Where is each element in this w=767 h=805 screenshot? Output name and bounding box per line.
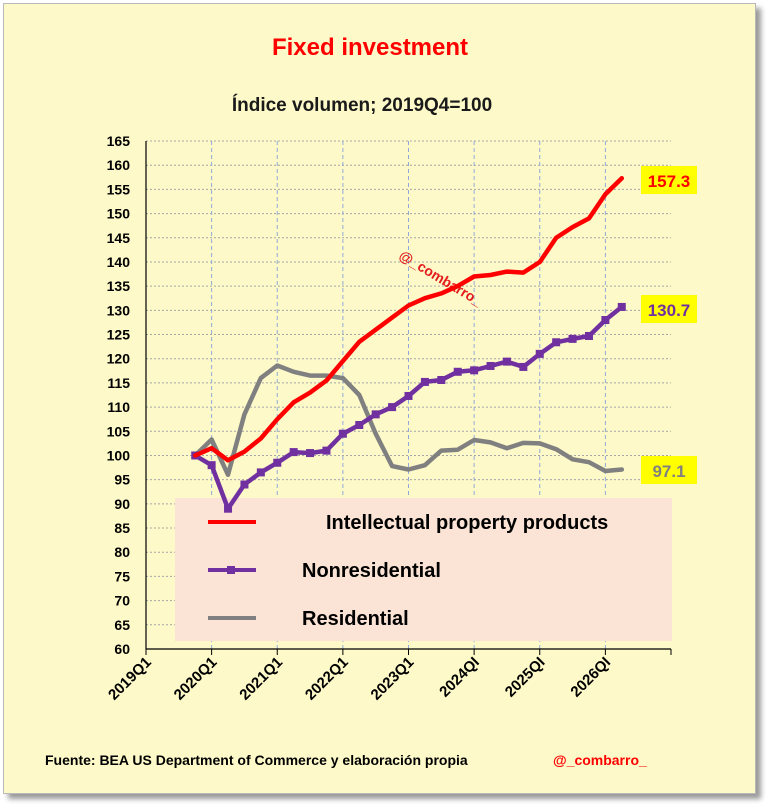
author-handle: @_combarro_ — [553, 752, 647, 768]
x-tick-label: 2020Q1 — [171, 654, 221, 704]
y-axis-ticks: 60 65 70 75 80 85 90 95 100 105 110 115 120 125 130 135… — [107, 133, 131, 657]
x-tick-label: 2022Q1 — [302, 654, 352, 704]
source-note: Fuente: BEA US Department of Commerce y … — [45, 752, 468, 768]
y-tick-label: 160 — [107, 157, 131, 173]
y-tick-label: 95 — [114, 472, 130, 488]
series-marker — [617, 302, 626, 311]
y-tick-label: 80 — [114, 544, 130, 560]
y-tick-label: 90 — [114, 496, 130, 512]
y-tick-label: 130 — [107, 302, 131, 318]
y-tick-label: 165 — [107, 133, 131, 149]
series-marker — [404, 391, 413, 400]
ipp-end-label-bg — [641, 166, 697, 194]
nonres-end-label-bg — [641, 295, 697, 323]
series-marker — [306, 449, 315, 458]
x-tick-label: 2019Q1 — [105, 654, 155, 704]
legend-ipp-label: Intellectual property products — [326, 512, 608, 534]
legend-nonres-label: Nonresidential — [302, 560, 441, 582]
end-labels: 157.3 130.7 97.1 — [641, 166, 697, 484]
series-line — [192, 363, 625, 478]
series-marker — [322, 446, 331, 455]
chart-subtitle: Índice volumen; 2019Q4=100 — [232, 94, 492, 116]
chart-title: Fixed investment — [272, 34, 468, 61]
series-marker — [388, 403, 397, 412]
nonres-end-label: 130.7 — [648, 301, 691, 320]
res-end-label-bg — [641, 456, 697, 484]
x-tick-label: 2024QI — [436, 654, 483, 701]
series-marker — [584, 331, 593, 340]
x-axis-ticks: 2019Q1 2020Q1 2021Q1 2022Q1 2023Q1 2024QI 2025… — [105, 654, 614, 704]
y-tick-label: 100 — [107, 447, 131, 463]
res-end-label: 97.1 — [652, 462, 685, 481]
legend-nonres-marker — [227, 566, 235, 574]
series-marker — [437, 376, 446, 385]
legend-res-label: Residential — [302, 608, 409, 630]
y-tick-label: 70 — [114, 593, 130, 609]
series-marker — [502, 357, 511, 366]
series-marker — [420, 377, 429, 386]
y-tick-label: 140 — [107, 254, 131, 270]
series-line — [192, 176, 625, 463]
y-tick-label: 145 — [107, 230, 131, 246]
y-tick-label: 135 — [107, 278, 131, 294]
series-marker — [338, 429, 347, 438]
legend: Intellectual property products Nonreside… — [175, 498, 672, 641]
ipp-end-label: 157.3 — [648, 172, 691, 191]
x-tick-label: 2026QI — [567, 654, 614, 701]
y-tick-label: 85 — [114, 520, 130, 536]
series-marker — [355, 420, 364, 429]
y-tick-label: 120 — [107, 351, 131, 367]
legend-box — [175, 498, 672, 641]
series-marker — [273, 458, 282, 467]
series-marker — [224, 504, 233, 513]
series-marker — [535, 349, 544, 358]
series-lines — [191, 176, 626, 513]
y-tick-label: 115 — [107, 375, 130, 391]
series-marker — [552, 338, 561, 347]
x-tick-label: 2021Q1 — [236, 654, 286, 704]
y-tick-label: 150 — [107, 206, 131, 222]
y-tick-label: 60 — [114, 641, 130, 657]
y-tick-label: 110 — [107, 399, 130, 415]
x-tick-label: 2023Q1 — [368, 654, 418, 704]
y-tick-label: 105 — [107, 423, 131, 439]
series-marker — [568, 334, 577, 343]
series-marker — [207, 461, 216, 470]
series-marker — [256, 468, 265, 477]
series-marker — [240, 480, 249, 489]
y-tick-label: 65 — [114, 617, 130, 633]
y-tick-label: 125 — [107, 327, 131, 343]
series-marker — [601, 316, 610, 325]
y-tick-label: 155 — [107, 181, 131, 197]
chart-card — [3, 3, 756, 794]
series-marker — [371, 410, 380, 419]
series-marker — [289, 448, 298, 457]
series-marker — [453, 367, 462, 376]
series-marker — [470, 366, 479, 375]
series-marker — [486, 361, 495, 370]
axes — [145, 141, 672, 655]
y-tick-label: 75 — [114, 568, 130, 584]
series-marker — [519, 362, 528, 371]
x-tick-label: 2025QI — [502, 654, 549, 701]
